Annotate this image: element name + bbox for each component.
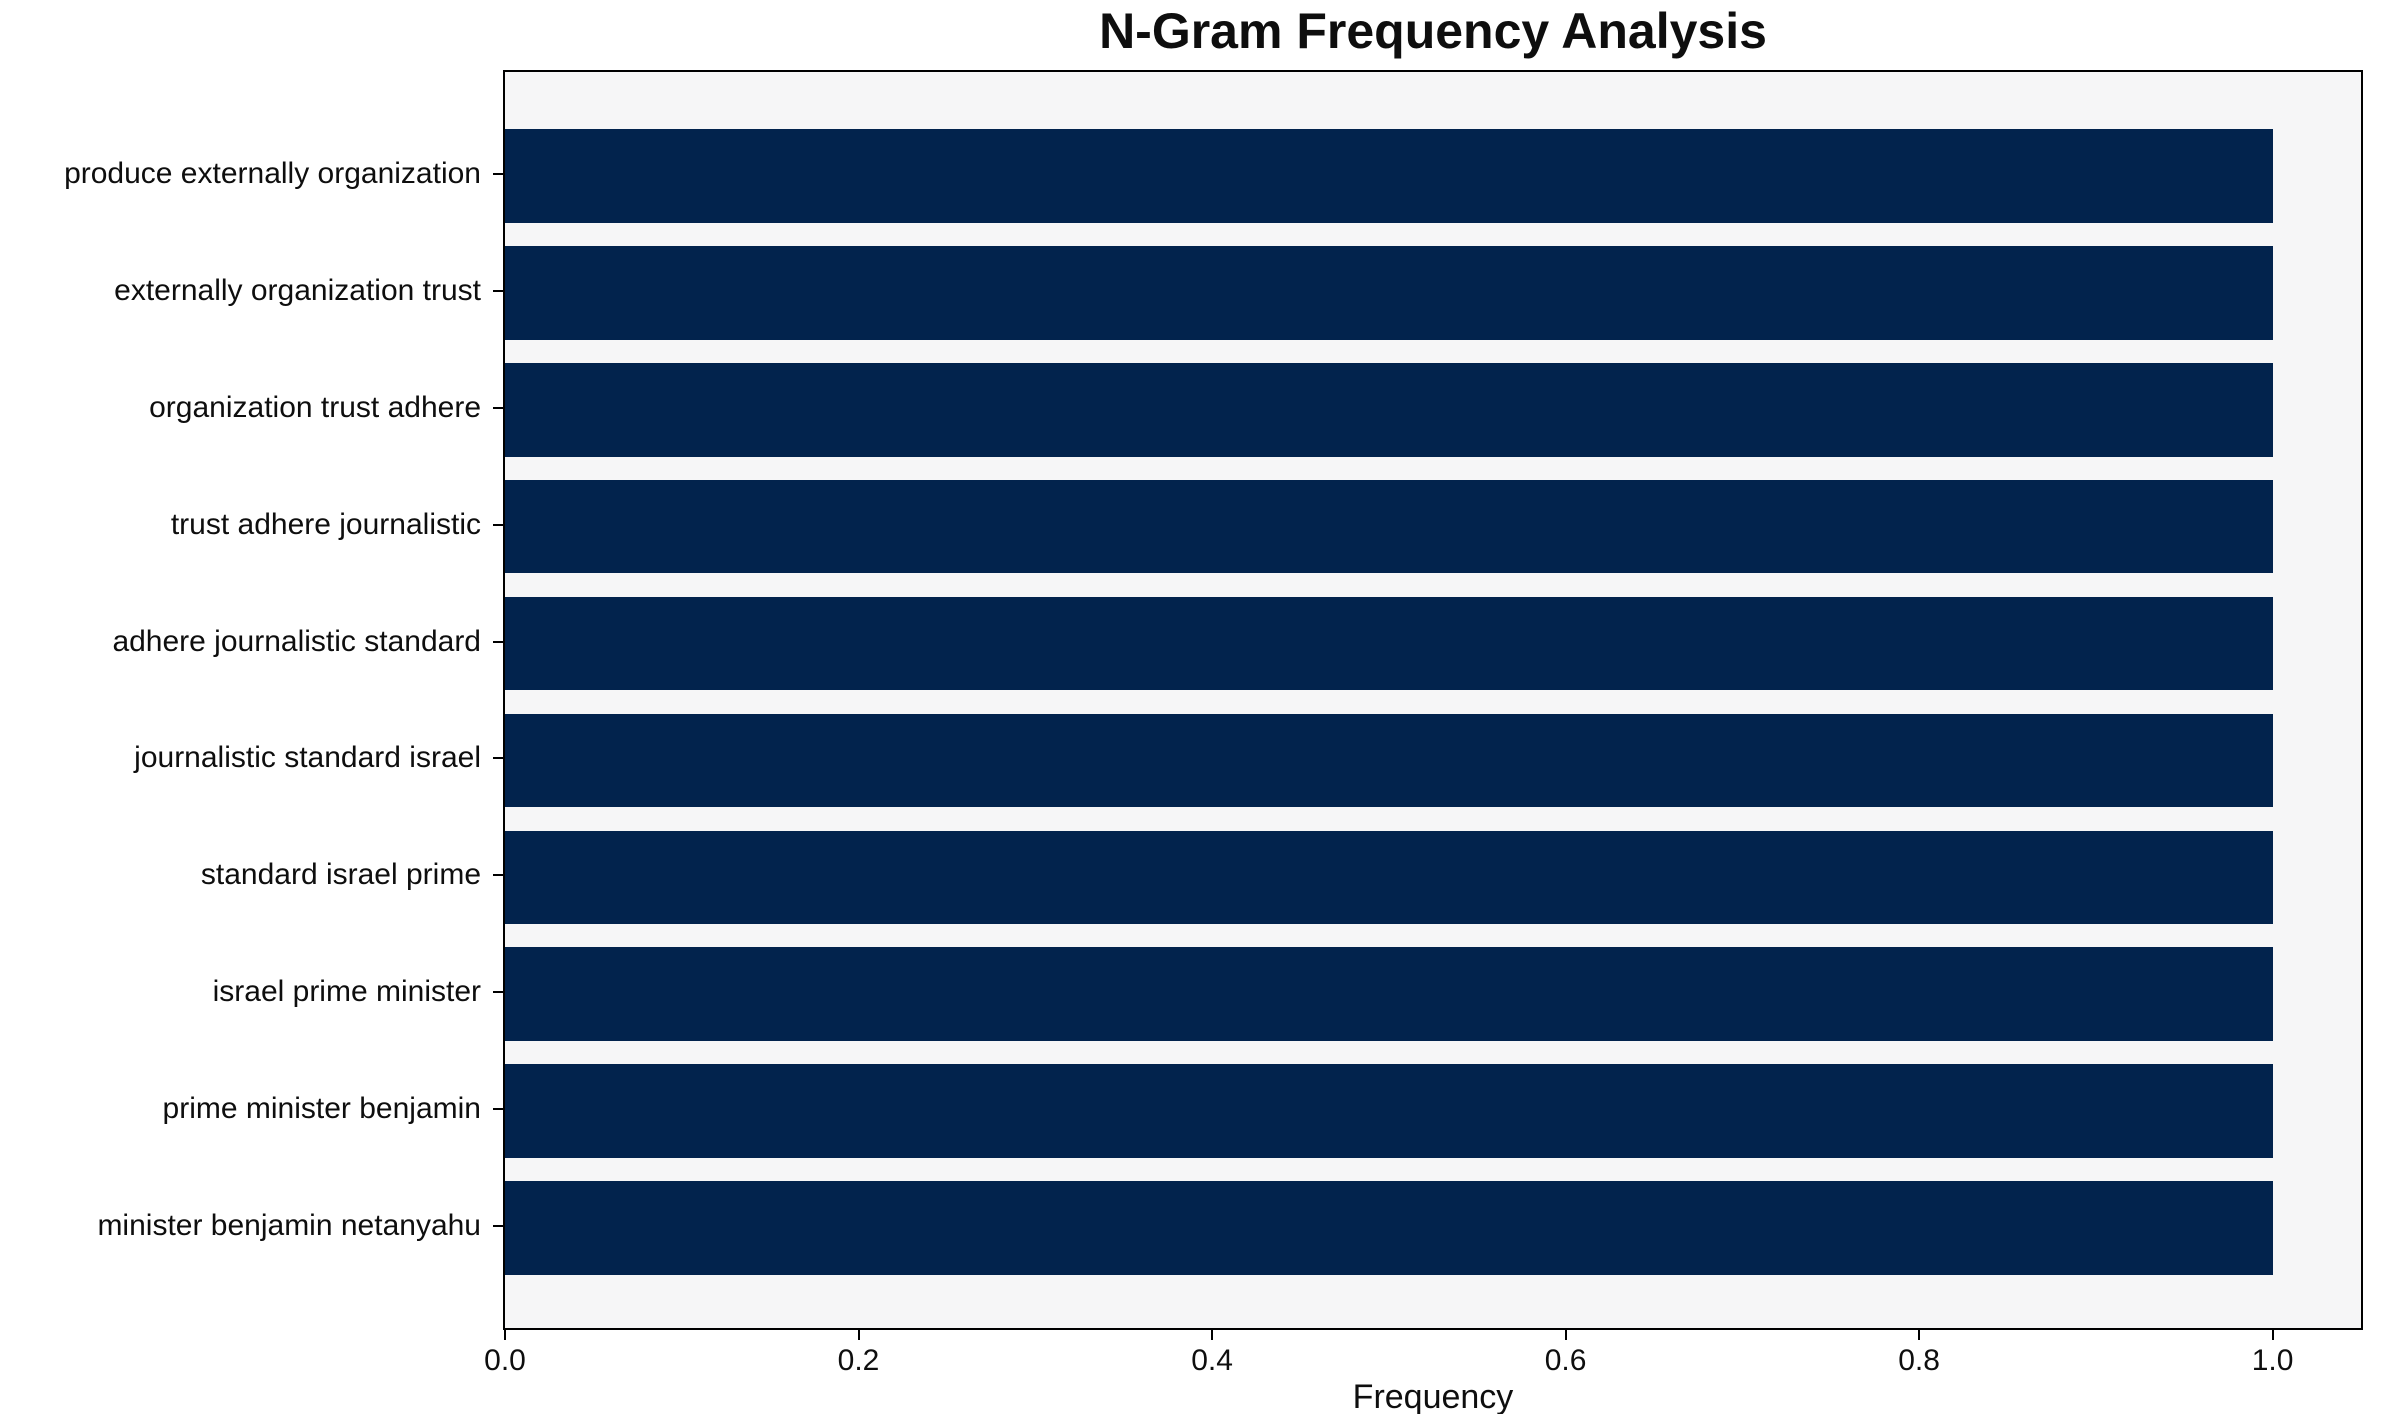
bar [505, 947, 2273, 1041]
x-tick-label: 1.0 [2251, 1344, 2294, 1377]
bar [505, 1181, 2273, 1275]
x-tick-label: 0.4 [1191, 1344, 1233, 1377]
y-tick-mark [493, 289, 503, 292]
bar [505, 129, 2273, 223]
y-tick-mark [493, 757, 503, 760]
y-tick-label: produce externally organization [64, 157, 481, 191]
x-tick-label: 0.8 [1898, 1344, 1940, 1377]
y-tick-mark [493, 1224, 503, 1227]
x-tick-mark [1918, 1330, 1921, 1340]
y-tick-mark [493, 523, 503, 526]
y-tick-label: trust adhere journalistic [170, 507, 481, 541]
y-tick-label: organization trust adhere [149, 390, 481, 424]
x-tick-label: 0.0 [484, 1344, 526, 1377]
y-tick-label: journalistic standard israel [134, 741, 481, 775]
y-tick-label: externally organization trust [114, 273, 481, 307]
y-tick-label: standard israel prime [200, 858, 481, 892]
x-tick-label: 0.2 [837, 1344, 880, 1377]
chart-title: N-Gram Frequency Analysis [1099, 3, 1767, 59]
x-tick-mark [2271, 1330, 2274, 1340]
plot-area [503, 70, 2363, 1330]
y-tick-mark [493, 406, 503, 409]
bar [505, 479, 2273, 574]
y-tick-label: israel prime minister [212, 975, 481, 1009]
y-tick-mark [493, 173, 503, 176]
bar [505, 246, 2273, 340]
y-tick-label: prime minister benjamin [162, 1092, 481, 1126]
x-axis-label: Frequency [1352, 1378, 1514, 1414]
y-tick-label: minister benjamin netanyahu [97, 1208, 481, 1242]
bar [505, 1064, 2273, 1158]
y-tick-mark [493, 640, 503, 643]
y-tick-mark [493, 991, 503, 994]
x-tick-mark [504, 1330, 506, 1340]
x-tick-mark [1564, 1330, 1567, 1340]
bar [505, 363, 2273, 457]
y-tick-label: adhere journalistic standard [112, 624, 481, 658]
x-tick-label: 0.6 [1544, 1344, 1587, 1377]
y-tick-mark [493, 874, 503, 877]
x-tick-mark [1211, 1330, 1214, 1340]
x-tick-mark [857, 1330, 860, 1340]
bar [505, 713, 2273, 808]
y-tick-mark [493, 1108, 503, 1111]
bar [505, 830, 2273, 925]
bar [505, 596, 2273, 691]
